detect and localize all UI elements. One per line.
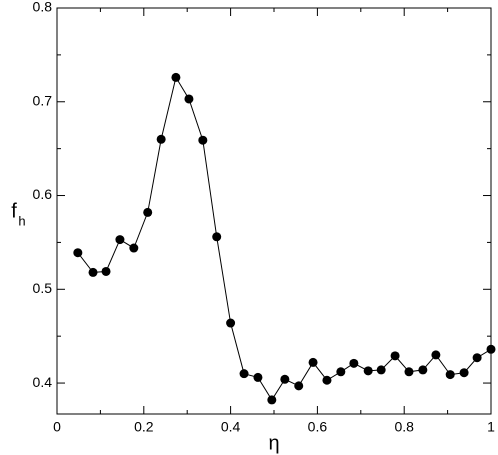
- data-point: [472, 353, 482, 363]
- data-point: [404, 367, 414, 377]
- x-tick-label: 0.2: [134, 419, 154, 435]
- y-tick-label: 0.5: [33, 280, 53, 296]
- y-tick-label: 0.6: [33, 186, 53, 202]
- data-point: [88, 267, 98, 277]
- x-tick-label: 0.8: [394, 419, 414, 435]
- data-point: [184, 94, 194, 104]
- x-tick-label: 0: [53, 419, 61, 435]
- data-point: [73, 248, 83, 258]
- data-point: [253, 372, 263, 382]
- y-tick-label: 0.7: [33, 92, 53, 108]
- data-point: [280, 374, 290, 384]
- data-line: [77, 76, 492, 401]
- x-tick-label: 0.4: [221, 419, 241, 435]
- y-tick-label: 0.8: [33, 0, 53, 15]
- data-point: [322, 375, 332, 385]
- data-point: [239, 369, 249, 379]
- data-point: [294, 381, 304, 391]
- data-point: [143, 207, 153, 217]
- data-point: [308, 357, 318, 367]
- data-point: [101, 266, 111, 276]
- data-point: [459, 368, 469, 378]
- data-point: [156, 134, 166, 144]
- data-point: [336, 367, 346, 377]
- data-point: [363, 366, 373, 376]
- y-axis-label: f: [11, 200, 17, 222]
- data-point: [198, 135, 208, 145]
- data-point: [376, 365, 386, 375]
- data-point: [267, 395, 277, 405]
- x-tick-label: 1: [487, 419, 495, 435]
- data-point: [226, 318, 236, 328]
- data-point: [431, 350, 441, 360]
- y-tick-label: 0.4: [33, 374, 53, 390]
- y-axis-label-sub: h: [18, 213, 25, 228]
- x-axis-label: η: [268, 432, 279, 454]
- data-point: [486, 344, 496, 354]
- data-point: [445, 370, 455, 380]
- data-point: [349, 358, 359, 368]
- data-point: [212, 232, 222, 242]
- data-point: [418, 365, 428, 375]
- data-point: [129, 243, 139, 253]
- x-tick-label: 0.6: [308, 419, 328, 435]
- plot-frame: [56, 7, 492, 415]
- data-point: [390, 351, 400, 361]
- data-point: [115, 235, 125, 245]
- data-point: [171, 72, 181, 82]
